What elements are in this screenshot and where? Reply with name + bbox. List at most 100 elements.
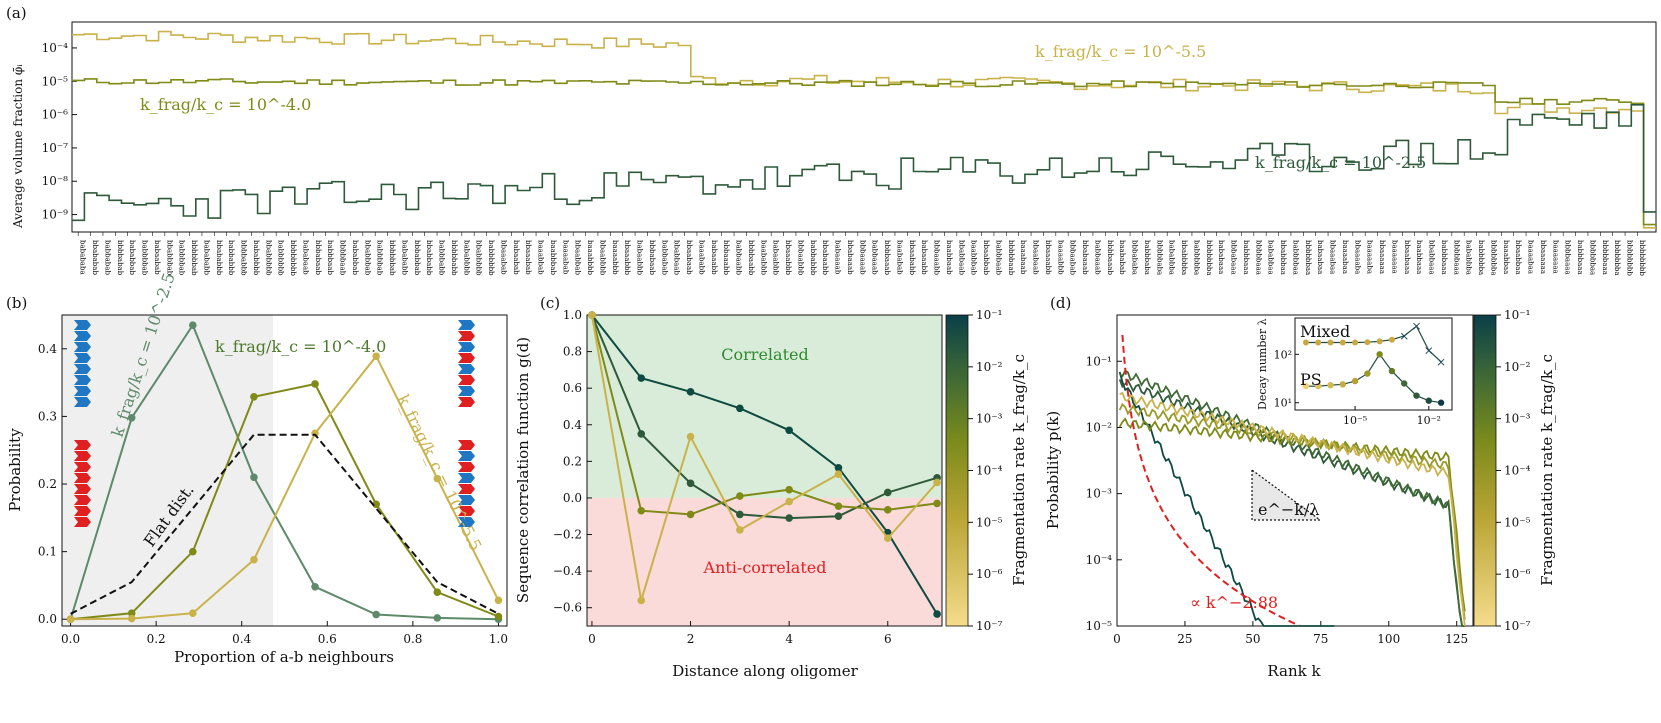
sequence-label: baaaabbb — [611, 240, 619, 275]
series-line-0 — [69, 322, 499, 621]
sequence-label: bbabbaaa — [1428, 240, 1436, 275]
sequence-label: bbaaabab — [499, 240, 507, 275]
sequence-label: bbbbabbb — [240, 240, 248, 276]
colorbar-tick-label: 10⁻¹ — [1504, 308, 1530, 322]
panel-b-ylabel: Probability — [6, 428, 24, 512]
sequence-block — [458, 495, 475, 505]
sequence-label: bbbbaaab — [1106, 240, 1114, 275]
sequence-label: bbaabbaa — [1514, 240, 1522, 275]
sequence-label: baaababb — [697, 240, 705, 275]
y-tick-label: 0.8 — [563, 345, 582, 359]
inset-ps-point — [1302, 382, 1310, 390]
series-point-0 — [189, 321, 197, 329]
inset-mixed-point — [1364, 339, 1371, 346]
panel-b-left-shade — [62, 315, 273, 626]
inset-mixed-point — [1339, 339, 1346, 346]
panel-d-lines — [1118, 334, 1466, 627]
sequence-label: bbaaabaa — [1329, 240, 1337, 274]
series-point-3 — [686, 432, 695, 441]
panel-letter-d: (d) — [1050, 294, 1071, 312]
sequence-label: baabbaab — [945, 240, 953, 275]
sequence-block — [74, 342, 91, 352]
sequence-label: bbbbbbbb — [1638, 240, 1646, 276]
sequence-label: bbaaabbb — [784, 240, 792, 275]
sequence-block — [458, 397, 475, 407]
x-tick-label: 0.8 — [403, 632, 422, 646]
sequence-label: babababa — [79, 240, 87, 275]
panel-b-ticks: 0.0 0.2 0.4 0.6 0.8 1.0 0.0 0.1 0.2 0.3 0.4 — [38, 342, 508, 646]
y-tick-label: 10⁻¹ — [1086, 354, 1112, 368]
panel-b-sequence-icons — [74, 320, 475, 527]
rank-curve — [1119, 391, 1466, 627]
sequence-label: bbbbbbaa — [1304, 240, 1312, 275]
panel-b: 0.0 0.2 0.4 0.6 0.8 1.0 0.0 0.1 0.2 0.3 0.4 Propor… — [6, 270, 508, 666]
panel-c-anticorrelated-label: Anti-correlated — [703, 558, 827, 577]
inset-ps-point — [1425, 397, 1432, 404]
panel-letter-a: (a) — [6, 4, 27, 22]
sequence-label: babaaaab — [834, 240, 842, 275]
sequence-label: babbbaaa — [1242, 240, 1250, 275]
sequence-block — [74, 375, 91, 385]
inset-mixed-point — [1388, 336, 1395, 343]
series-point-0 — [127, 413, 136, 422]
panel-c-ticks: 0 2 4 6 −0.6 −0.4 −0.2 0.0 0.2 0.4 0.6 0.8 1.0 — [553, 308, 892, 646]
panel-a: 10⁻⁹ 10⁻⁸ 10⁻⁷ 10⁻⁶ 10⁻⁵ 10⁻⁴ Average volume … — [11, 21, 1657, 276]
sequence-label: babbaaab — [871, 240, 879, 275]
series-point-0 — [250, 473, 258, 482]
sequence-block — [458, 342, 475, 352]
sequence-label: babbabab — [103, 240, 111, 275]
series-point-3 — [588, 311, 596, 319]
inset-ps-point — [1351, 377, 1359, 385]
y-tick-label: 10⁻⁵ — [42, 74, 69, 88]
panel-d-triangle-label: e^−k/λ — [1258, 500, 1320, 519]
series-line-2 — [590, 314, 938, 516]
sequence-label: baababbb — [759, 240, 767, 275]
panel-c-lines — [588, 311, 941, 618]
series-point-0 — [933, 610, 941, 618]
series-point-2 — [736, 492, 744, 500]
panel-c: 0 2 4 6 −0.6 −0.4 −0.2 0.0 0.2 0.4 0.6 0.8 1.0 Corre… — [514, 308, 1028, 680]
series-point-0 — [736, 404, 744, 413]
sequence-block — [458, 331, 475, 341]
sequence-label: bbababbb — [215, 240, 223, 276]
sequence-label: bbbabaaa — [1230, 240, 1238, 275]
sequence-label: bbaabaaa — [1403, 240, 1411, 274]
colorbar-tick-label: 10⁻⁴ — [976, 464, 1003, 478]
inset-ps-point — [1437, 399, 1445, 406]
series-point-2 — [834, 502, 843, 510]
y-tick-label: 10⁻⁷ — [42, 141, 69, 155]
series-point-1 — [433, 588, 442, 596]
series-point-2 — [637, 506, 646, 515]
x-tick-label: 0 — [1113, 632, 1121, 646]
sequence-block — [74, 451, 91, 461]
series-point-2 — [494, 596, 503, 605]
y-tick-label: 0.0 — [563, 491, 582, 505]
sequence-label: bbaaabab — [524, 240, 532, 275]
series-point-1 — [127, 609, 136, 617]
sequence-block — [74, 353, 91, 363]
inset-ps-point — [1401, 380, 1408, 387]
y-tick-label: 10⁻⁸ — [42, 174, 69, 188]
y-tick-label: 10⁻⁶ — [42, 108, 69, 122]
sequence-label: bbbbbbbb — [1626, 240, 1634, 276]
sequence-block — [74, 440, 91, 450]
colorbar-tick-label: 10⁻⁶ — [976, 567, 1003, 581]
y-tick-label: 10⁻² — [1086, 420, 1113, 434]
inset-mixed-point — [1302, 339, 1309, 346]
series-point-1 — [736, 510, 744, 519]
panel-a-sequence-labels: babababa bbababab babbabab bbbbabab bababbab… — [77, 232, 1646, 276]
inset-ps-point — [1388, 367, 1396, 375]
sequence-block — [458, 473, 475, 483]
panel-a-ylabel: Average volume fraction φ̄ᵢ — [11, 64, 25, 229]
panel-d-inset-ylabel: Decay number λ — [1256, 318, 1269, 410]
sequence-block — [74, 462, 91, 472]
sequence-label: bababbbb — [252, 240, 260, 276]
sequence-label: bbabbabb — [425, 240, 433, 276]
colorbar-tick-label: 10⁻² — [976, 360, 1003, 374]
sequence-label: babbbaba — [1143, 240, 1151, 275]
sequence-label: bbbaaaab — [858, 240, 866, 275]
sequence-label: babbabab — [660, 240, 668, 275]
sequence-label: bbabbbab — [165, 240, 173, 276]
sequence-label: baababab — [1118, 240, 1126, 275]
